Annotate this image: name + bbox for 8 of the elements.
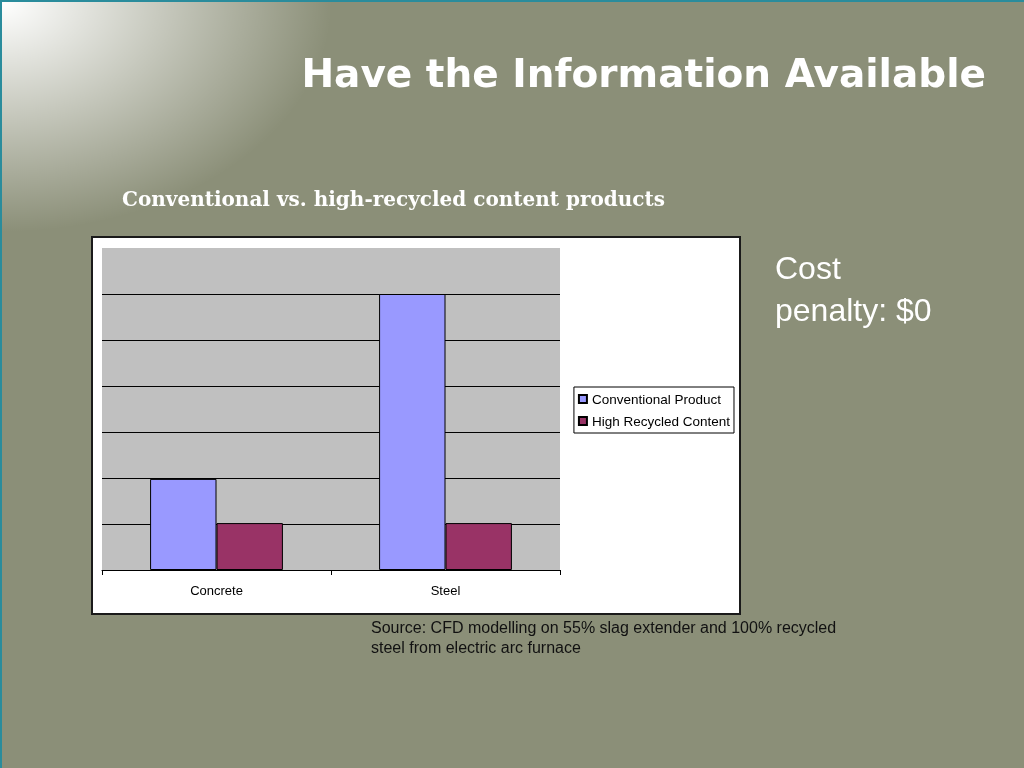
legend-label: High Recycled Content: [591, 413, 731, 429]
x-tick-label: Concrete: [190, 583, 243, 598]
source-note: Source: CFD modelling on 55% slag extender and 100% recycled steel from electric arc furnace: [371, 618, 838, 658]
chart-subtitle: Conventional vs. high-recycled content products: [122, 187, 666, 212]
legend-label: Conventional Product: [591, 391, 722, 407]
x-tick-label: Steel: [430, 583, 461, 598]
text: Have the Information Available: [301, 51, 986, 97]
text: Cost penalty: $0: [775, 249, 933, 330]
